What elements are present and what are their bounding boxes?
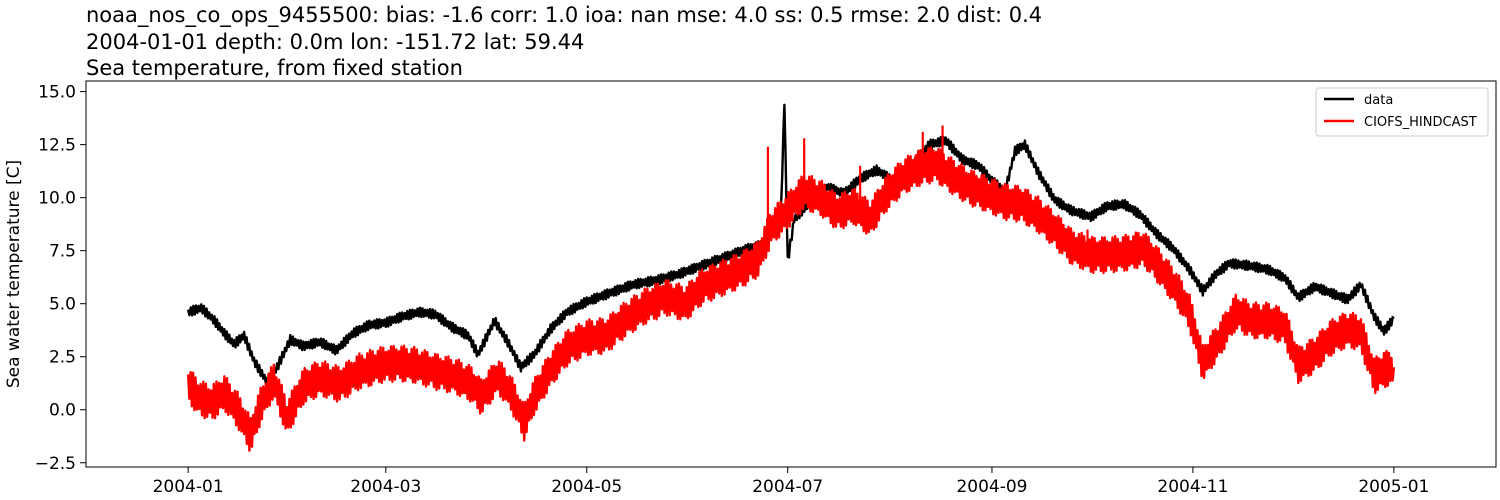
chart-title-line-1: noaa_nos_co_ops_9455500: bias: -1.6 corr… [86,3,1042,28]
plot-frame [85,80,1497,468]
x-tick-label: 2004-01 [153,477,224,497]
x-tick-label: 2005-01 [1358,477,1429,497]
chart-title-line-3: Sea temperature, from fixed station [86,56,463,80]
series-line-ciofs-hindcast [186,146,1396,452]
y-tick-label: 10.0 [38,189,76,209]
y-tick-label: 0.0 [49,401,76,421]
series-line-data [186,103,1395,387]
x-tick-label: 2004-09 [956,477,1027,497]
x-tick-label: 2004-03 [350,477,421,497]
x-axis: 2004-01 2004-03 2004-05 2004-07 2004-09 2004-… [153,467,1429,497]
y-tick-label: 15.0 [38,83,76,103]
y-tick-label: 7.5 [49,242,76,262]
x-tick-label: 2004-05 [551,477,622,497]
legend-frame [1315,87,1489,137]
x-tick-label: 2004-11 [1157,477,1228,497]
y-tick-label: 2.5 [49,348,76,368]
legend: data CIOFS_HINDCAST [1315,87,1489,137]
y-tick-label: −2.5 [35,454,76,474]
y-tick-label: 5.0 [49,295,76,315]
y-axis: −2.5 0.0 2.5 5.0 7.5 10.0 12.5 15.0 [35,83,86,474]
chart-title-line-2: 2004-01-01 depth: 0.0m lon: -151.72 lat:… [86,30,584,54]
series-layer [186,103,1396,452]
legend-label-ciofs-hindcast: CIOFS_HINDCAST [1364,115,1477,130]
legend-label-data: data [1364,93,1393,108]
y-axis-label: Sea water temperature [C] [4,160,24,388]
y-tick-label: 12.5 [38,136,76,156]
x-tick-label: 2004-07 [752,477,823,497]
